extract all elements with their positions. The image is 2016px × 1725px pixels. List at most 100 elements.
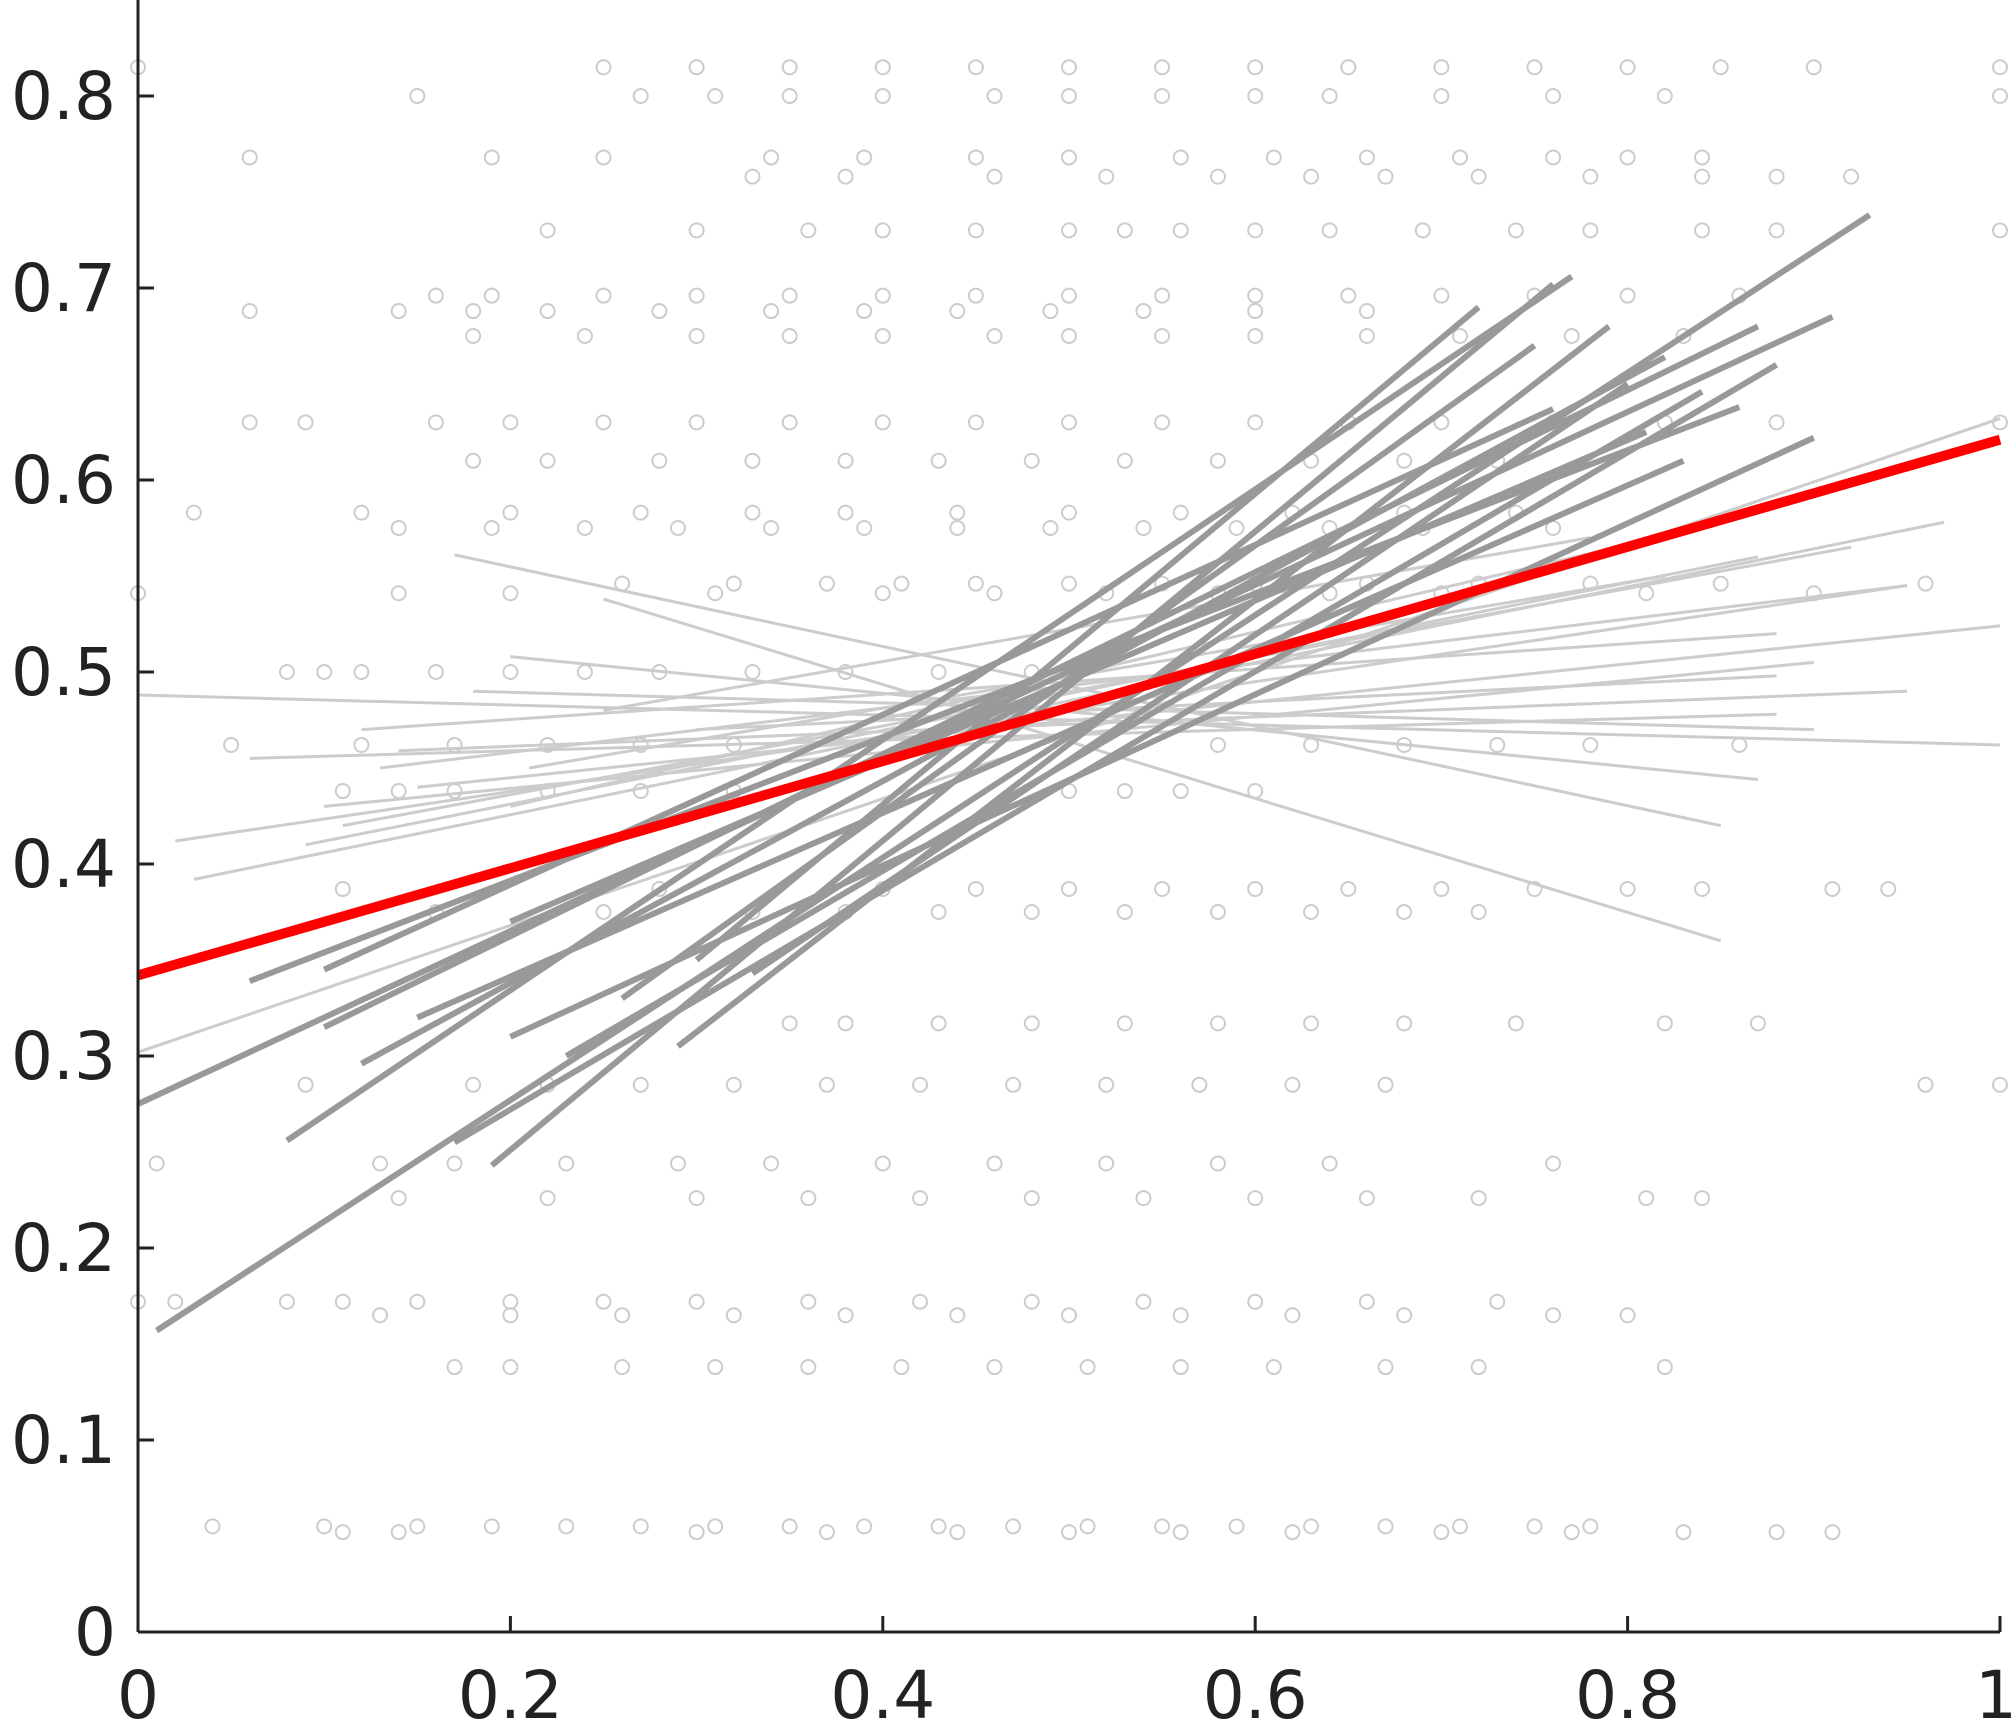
scatter-point: [1731, 736, 1748, 753]
scatter-point: [1209, 904, 1226, 920]
scatter-point: [539, 222, 556, 239]
scatter-point: [707, 88, 724, 104]
scatter-point: [1694, 168, 1711, 185]
scatter-point: [1061, 575, 1077, 592]
scatter-point: [1042, 303, 1059, 320]
scatter-point: [1545, 88, 1562, 104]
scatter-point: [576, 520, 593, 536]
scatter-point: [1619, 1307, 1636, 1324]
scatter-point: [1824, 1524, 1841, 1541]
scatter-point: [1247, 414, 1264, 431]
scatter-point: [930, 1015, 947, 1032]
scatter-point: [874, 414, 891, 431]
individual-fit-line: [694, 304, 1481, 963]
scatter-point: [837, 1015, 854, 1032]
scatter-point: [1675, 1524, 1692, 1541]
x-tick-label: 0.6: [1203, 1657, 1308, 1725]
scatter-point: [800, 1359, 817, 1376]
scatter-point: [967, 149, 984, 166]
y-tick-label: 0.6: [11, 442, 116, 519]
scatter-point: [1172, 783, 1189, 800]
scatter-point: [688, 59, 705, 76]
scatter-point: [1452, 1518, 1469, 1535]
scatter-point: [1992, 414, 2008, 431]
scatter-point: [856, 520, 873, 536]
y-tick-label: 0.3: [11, 1018, 116, 1095]
scatter-point: [1209, 168, 1226, 185]
scatter-point: [446, 783, 463, 800]
scatter-point: [278, 664, 295, 680]
scatter-point: [1023, 1190, 1040, 1207]
scatter-point: [1358, 1190, 1375, 1207]
scatter-point: [1061, 59, 1077, 76]
scatter-point: [241, 149, 258, 166]
scatter-point: [1768, 168, 1785, 185]
scatter-point: [837, 504, 854, 521]
scatter-point: [1377, 168, 1394, 185]
scatter-point: [781, 287, 798, 304]
scatter-point: [856, 303, 873, 320]
scatter-point: [1247, 328, 1264, 344]
scatter-point: [986, 1359, 1003, 1376]
scatter-point: [1116, 452, 1133, 469]
scatter-point: [986, 1155, 1003, 1172]
scatter-point: [632, 1076, 649, 1093]
scatter-point: [1154, 880, 1171, 897]
scatter-point: [1061, 287, 1077, 304]
x-tick-labels: 0 0.2 0.4 0.6 0.8 1: [117, 1657, 2016, 1725]
scatter-point: [763, 520, 780, 536]
scatter-point: [874, 287, 891, 304]
scatter-point: [1582, 1518, 1599, 1535]
individual-fit-line: [322, 406, 1555, 973]
scatter-point: [707, 1359, 724, 1376]
scatter-point: [1228, 520, 1245, 536]
axes: [136, 0, 2000, 1634]
individual-fit-line: [193, 520, 1945, 881]
scatter-point: [502, 1359, 519, 1376]
scatter-point: [1433, 88, 1450, 104]
scatter-point: [1116, 904, 1133, 920]
scatter-point: [688, 287, 705, 304]
scatter-point: [297, 1076, 314, 1093]
scatter-point: [1303, 1015, 1320, 1032]
individual-fit-line: [398, 689, 1907, 753]
scatter-point: [818, 1076, 835, 1093]
scatter-point: [669, 520, 686, 536]
scatter-point: [949, 1524, 966, 1541]
scatter-point: [372, 1307, 389, 1324]
scatter-point: [1284, 1524, 1301, 1541]
scatter-point: [1265, 1359, 1282, 1376]
scatter-point: [688, 414, 705, 431]
scatter-point: [465, 1076, 482, 1093]
scatter-point: [651, 452, 668, 469]
scatter-point: [1619, 880, 1636, 897]
scatter-point: [502, 414, 519, 431]
individual-fit-line: [416, 458, 1685, 1021]
scatter-point: [1694, 880, 1711, 897]
scatter-point: [1321, 1155, 1338, 1172]
scatter-point: [1433, 1524, 1450, 1541]
scatter-point: [1023, 904, 1040, 920]
scatter-point: [1247, 88, 1264, 104]
scatter-point: [446, 1359, 463, 1376]
scatter-point: [1843, 168, 1860, 185]
scatter-point: [800, 1293, 817, 1310]
scatter-point: [967, 414, 984, 431]
scatter-point: [1116, 783, 1133, 800]
scatter-point: [353, 504, 370, 521]
scatter-point: [1209, 1155, 1226, 1172]
scatter-point: [1992, 59, 2008, 76]
scatter-point: [1247, 59, 1264, 76]
scatter-point: [763, 149, 780, 166]
scatter-point: [1172, 504, 1189, 521]
scatter-point: [1154, 328, 1171, 344]
scatter-point: [1805, 59, 1822, 76]
scatter-point: [688, 222, 705, 239]
scatter-point: [1917, 1076, 1934, 1093]
scatter-point: [651, 303, 668, 320]
y-tick-labels: 0 0.1 0.2 0.3 0.4 0.5 0.6 0.7 0.8: [11, 58, 116, 1671]
scatter-point: [949, 504, 966, 521]
scatter-point: [688, 1190, 705, 1207]
scatter-point: [1023, 1015, 1040, 1032]
scatter-point: [1061, 328, 1077, 344]
